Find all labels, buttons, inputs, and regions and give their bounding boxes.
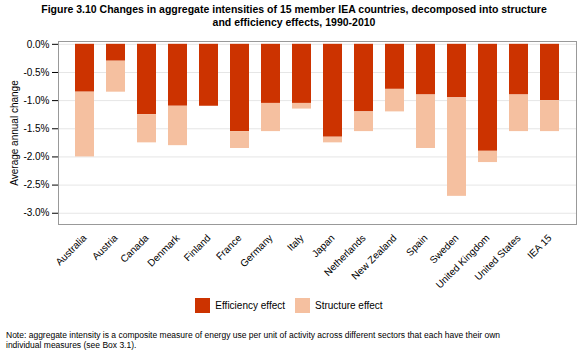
svg-text:Canada: Canada <box>118 232 151 265</box>
svg-text:France: France <box>214 232 244 262</box>
svg-text:-1.0%: -1.0% <box>23 95 49 106</box>
svg-text:Austria: Austria <box>90 232 120 262</box>
svg-text:Sweden: Sweden <box>427 232 461 266</box>
html-text:Note: aggregate intensity is a: Note: aggregate intensity is a composite… <box>6 330 501 351</box>
svg-text:-2.5%: -2.5% <box>23 180 49 191</box>
svg-text:Spain: Spain <box>404 232 430 258</box>
svg-text:United States: United States <box>472 232 522 282</box>
svg-text:-3.0%: -3.0% <box>23 208 49 219</box>
html-text:Efficiency effect: Efficiency effect <box>215 300 285 312</box>
svg-text:Finland: Finland <box>182 232 213 263</box>
svg-text:Japan: Japan <box>310 232 337 259</box>
svg-text:Australia: Australia <box>53 232 89 268</box>
html-text:Structure effect: Structure effect <box>315 300 383 312</box>
svg-text:-0.5%: -0.5% <box>23 67 49 78</box>
svg-text:-1.5%: -1.5% <box>23 123 49 134</box>
svg-text:Denmark: Denmark <box>145 232 182 269</box>
svg-text:New Zealand: New Zealand <box>349 232 398 281</box>
svg-text:Germany: Germany <box>238 232 275 269</box>
svg-text:Netherlands: Netherlands <box>321 232 368 279</box>
svg-text:0.0%: 0.0% <box>27 39 50 50</box>
svg-text:-2.0%: -2.0% <box>23 151 49 162</box>
svg-text:Italy: Italy <box>285 232 306 253</box>
html-text:Figure 3.10 Changes in aggrega: Figure 3.10 Changes in aggregate intensi… <box>41 3 547 29</box>
svg-text:IEA 15: IEA 15 <box>525 232 554 261</box>
svg-text:Average annual change: Average annual change <box>9 80 20 186</box>
